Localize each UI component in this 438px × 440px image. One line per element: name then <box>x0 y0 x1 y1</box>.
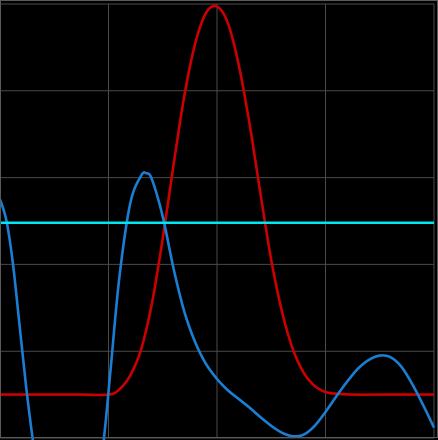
series-line-2 <box>0 171 436 440</box>
series-line-1 <box>0 4 434 397</box>
series-layer <box>0 4 436 440</box>
